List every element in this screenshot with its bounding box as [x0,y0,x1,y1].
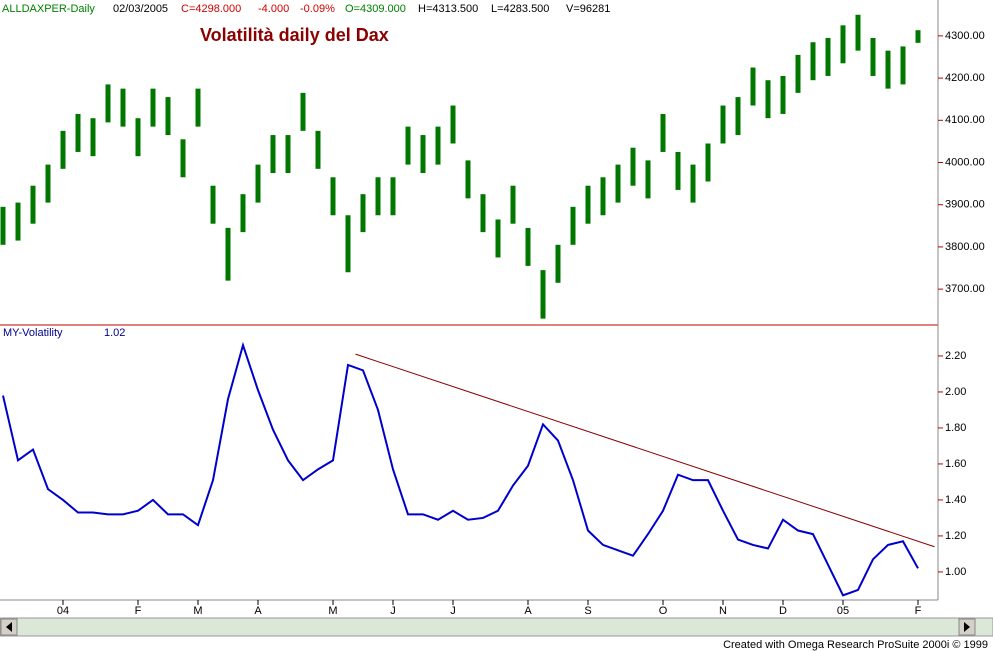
arrow-left [6,622,12,632]
header: ALLDAXPER-Daily 02/03/2005 C=4298.000 -4… [2,3,610,15]
x-tick-label: A [524,605,532,617]
x-tick-label: M [193,605,202,617]
y-tick-label: 1.00 [945,566,966,578]
y-tick-label: 3900.00 [945,199,985,211]
y-tick-label: 3800.00 [945,241,985,253]
y-tick-label: 4200.00 [945,72,985,84]
indicator-name: MY-Volatility [3,327,63,339]
scrollbar[interactable] [0,617,993,637]
x-tick-label: J [390,605,396,617]
y-tick-label: 1.80 [945,422,966,434]
y-tick-label: 4100.00 [945,114,985,126]
change-pct: -0.09% [300,3,335,15]
y-tick-label: 1.40 [945,494,966,506]
footer: Created with Omega Research ProSuite 200… [723,639,988,651]
indicator-header: MY-Volatility 1.02 [3,327,125,339]
open: O=4309.000 [345,3,406,15]
x-tick-label: A [254,605,262,617]
x-tick-label: D [779,605,787,617]
volume: V=96281 [566,3,610,15]
y-tick-label: 1.60 [945,458,966,470]
change: -4.000 [258,3,289,15]
x-tick-label: F [135,605,142,617]
x-tick-label: 04 [57,605,69,617]
x-tick-label: O [659,605,668,617]
arrow-right [964,622,970,632]
y-tick-label: 2.20 [945,350,966,362]
x-tick-label: J [450,605,456,617]
low: L=4283.500 [491,3,549,15]
x-tick-label: F [915,605,922,617]
trend-line [355,353,935,548]
x-tick-label: S [584,605,591,617]
y-tick-label: 4300.00 [945,30,985,42]
y-tick-label: 1.20 [945,530,966,542]
high: H=4313.500 [418,3,478,15]
x-tick-label: 05 [837,605,849,617]
x-tick-label: N [719,605,727,617]
volatility-line [2,341,919,597]
y-tick-label: 4000.00 [945,156,985,168]
x-tick-label: M [328,605,337,617]
date: 02/03/2005 [113,3,168,15]
chart-title: Volatilità daily del Dax [200,25,389,45]
y-tick-label: 2.00 [945,386,966,398]
close: C=4298.000 [181,3,241,15]
symbol: ALLDAXPER-Daily [2,3,95,15]
indicator-last: 1.02 [104,327,125,339]
y-tick-label: 3700.00 [945,283,985,295]
